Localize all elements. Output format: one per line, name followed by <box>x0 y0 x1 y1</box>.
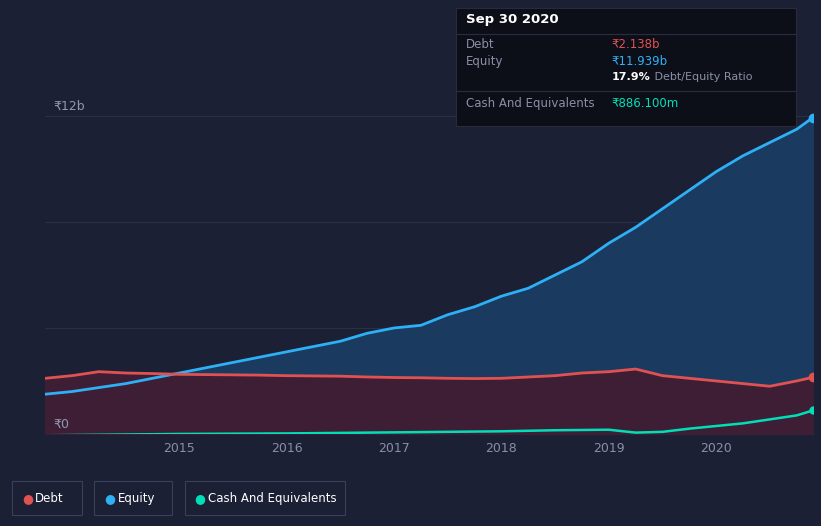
Text: Debt: Debt <box>35 492 64 504</box>
Text: ●: ● <box>22 492 33 504</box>
Text: Debt/Equity Ratio: Debt/Equity Ratio <box>651 72 753 82</box>
Text: ●: ● <box>195 492 205 504</box>
Text: Cash And Equivalents: Cash And Equivalents <box>466 97 594 110</box>
Text: Equity: Equity <box>466 55 503 68</box>
Text: ₹11.939b: ₹11.939b <box>612 55 667 68</box>
Text: ₹12b: ₹12b <box>53 100 85 114</box>
Text: Debt: Debt <box>466 38 494 51</box>
Text: Sep 30 2020: Sep 30 2020 <box>466 13 558 26</box>
Text: Equity: Equity <box>117 492 155 504</box>
Text: 17.9%: 17.9% <box>612 72 650 82</box>
Text: ●: ● <box>104 492 115 504</box>
Text: ₹886.100m: ₹886.100m <box>612 97 679 110</box>
Text: ₹0: ₹0 <box>53 418 70 431</box>
Text: Cash And Equivalents: Cash And Equivalents <box>208 492 337 504</box>
Text: ₹2.138b: ₹2.138b <box>612 38 660 51</box>
